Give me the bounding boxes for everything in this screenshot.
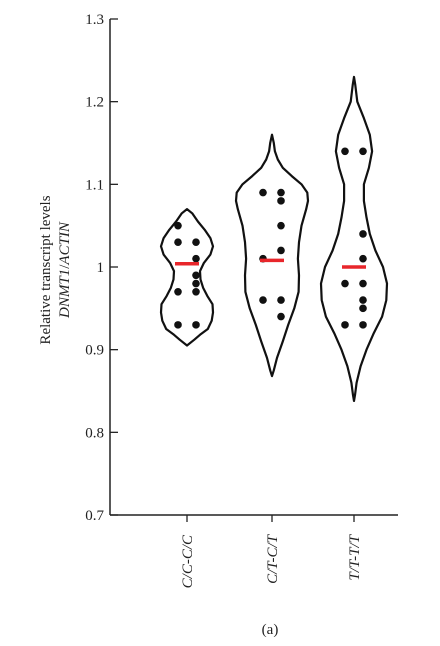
data-point (359, 296, 367, 304)
medians-layer (175, 258, 366, 269)
data-point (192, 254, 200, 263)
y-axis-label-line1: Relative transcript levels (38, 195, 54, 344)
labels-layer: 0.7 0.8 0.9 1 1.1 1.2 1.3 C/C-C/C C/T-C/T T/T-T/T (85, 12, 363, 588)
data-point (341, 147, 349, 156)
y-tick-label: 1.1 (85, 177, 104, 193)
data-point (277, 296, 285, 304)
y-tick-label: 1.2 (85, 95, 104, 111)
data-point (359, 279, 367, 288)
data-point (277, 197, 285, 205)
data-point (359, 304, 367, 313)
x-tick-label: T/T-T/T (347, 533, 363, 580)
data-point (174, 288, 182, 296)
axes-layer (109, 18, 398, 522)
x-tick-label: C/C-C/C (180, 534, 196, 588)
y-tick-label: 0.8 (85, 425, 104, 441)
y-tick-label: 0.9 (85, 343, 104, 359)
data-point (192, 271, 200, 280)
y-axis-label-ref: ACTIN (57, 221, 73, 266)
data-point (192, 321, 200, 329)
data-point (174, 238, 182, 246)
data-point (359, 254, 367, 263)
data-point (359, 321, 367, 329)
x-tick-label: C/T-C/T (265, 533, 281, 584)
data-point (259, 188, 267, 197)
data-point (277, 312, 285, 321)
data-point (359, 147, 367, 156)
y-axis-label-line2: DNMT1/ACTIN (57, 221, 73, 319)
violin-shape (159, 208, 215, 347)
data-point (277, 188, 285, 197)
data-point (259, 296, 267, 304)
panel-label: (a) (262, 622, 279, 638)
data-point (277, 246, 285, 255)
data-point (192, 238, 200, 246)
violins-layer (159, 75, 389, 402)
data-point (359, 230, 367, 238)
data-point (174, 321, 182, 329)
points-layer (174, 147, 367, 329)
data-point (192, 288, 200, 296)
data-point (174, 221, 182, 230)
violin-shape (319, 75, 389, 402)
data-point (192, 279, 200, 288)
data-point (341, 321, 349, 329)
y-tick-label: 0.7 (85, 508, 104, 524)
data-point (277, 221, 285, 230)
y-axis-label-sep: / (57, 264, 73, 269)
y-tick-label: 1 (97, 260, 105, 276)
y-tick-label: 1.3 (85, 12, 104, 28)
y-axis-label-gene: DNMT1 (57, 269, 73, 319)
violin-shape (234, 133, 310, 378)
data-point (341, 279, 349, 288)
